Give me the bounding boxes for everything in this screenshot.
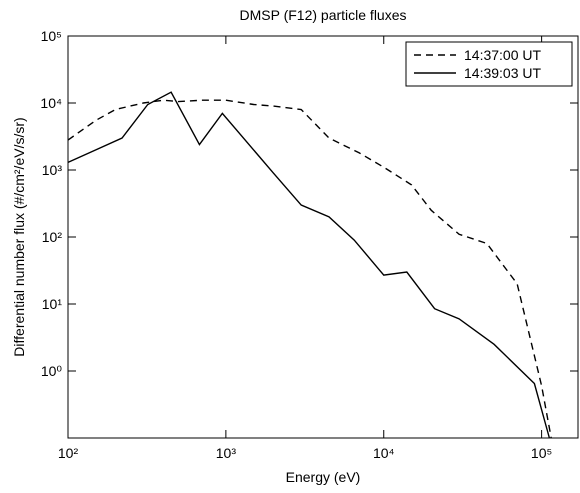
y-tick-label: 10³ (42, 162, 63, 178)
y-tick-label: 10² (42, 229, 63, 245)
y-tick-label: 10⁵ (41, 28, 62, 44)
legend-label: 14:37:00 UT (464, 47, 541, 63)
y-tick-label: 10⁴ (40, 95, 62, 111)
chart-title: DMSP (F12) particle fluxes (239, 7, 406, 23)
line-series (67, 99, 552, 439)
y-axis-label: Differential number flux (#/cm²/eV/s/sr) (11, 117, 27, 356)
x-tick-label: 10³ (216, 445, 237, 461)
x-axis-label: Energy (eV) (286, 469, 361, 485)
x-tick-label: 10⁴ (373, 445, 395, 461)
line-series (67, 91, 551, 439)
plot-frame (67, 35, 579, 439)
y-tick-label: 10¹ (42, 296, 63, 312)
legend-box (405, 41, 573, 87)
x-tick-label: 10² (58, 445, 79, 461)
y-tick-label: 10⁰ (41, 363, 63, 379)
legend-label: 14:39:03 UT (464, 65, 541, 81)
x-tick-label: 10⁵ (531, 445, 552, 461)
